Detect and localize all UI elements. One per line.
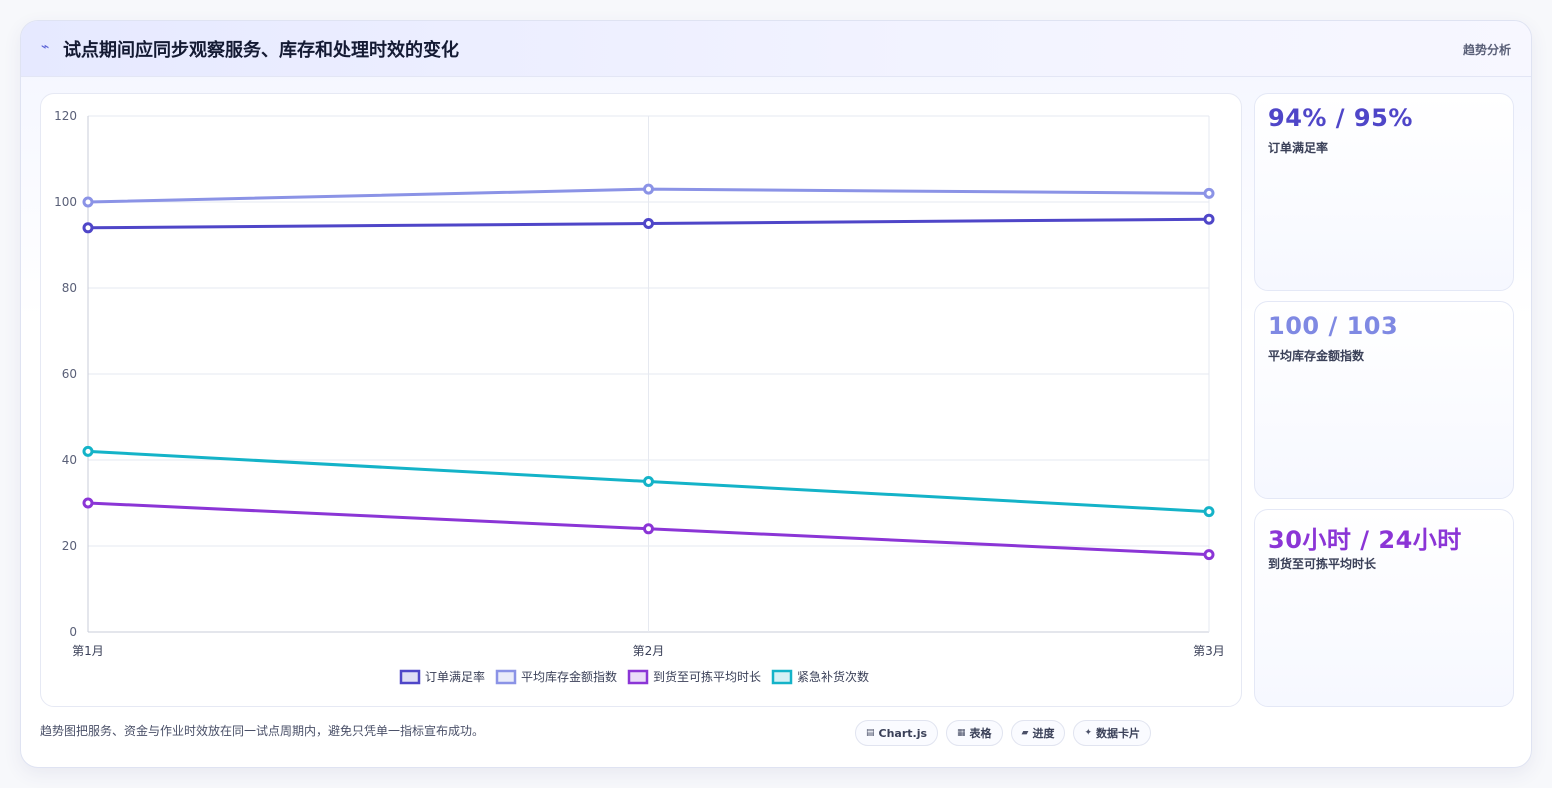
y-tick-label: 120 <box>54 109 77 123</box>
data-point <box>82 222 94 234</box>
legend-swatch <box>627 669 649 685</box>
y-tick-label: 80 <box>62 281 77 295</box>
stat-value: 100 / 103 <box>1268 312 1399 340</box>
data-point <box>643 183 654 195</box>
chip-chartjs[interactable]: ▤ Chart.js <box>855 720 939 746</box>
legend-label: 紧急补货次数 <box>797 669 869 684</box>
data-point <box>82 445 94 457</box>
data-point <box>643 476 654 487</box>
chip-data-card[interactable]: ✦ 数据卡片 <box>1073 720 1152 746</box>
chart-icon: ▤ <box>866 728 875 738</box>
trend-icon: ⌁ <box>41 39 50 55</box>
table-icon: ▦ <box>957 728 966 738</box>
stat-label: 平均库存金额指数 <box>1268 349 1365 363</box>
y-tick-label: 20 <box>62 539 77 553</box>
y-tick-label: 0 <box>69 625 77 639</box>
legend-swatch <box>495 669 517 685</box>
chip-progress[interactable]: ▰ 进度 <box>1010 720 1066 746</box>
stat-card-lead-time: 30小时 / 24小时 到货至可拣平均时长 <box>1254 509 1514 707</box>
panel-title: 试点期间应同步观察服务、库存和处理时效的变化 <box>63 40 459 61</box>
x-tick-label: 第1月 <box>72 644 104 658</box>
data-point <box>643 523 654 535</box>
x-tick-label: 第2月 <box>633 644 665 658</box>
x-tick-label: 第3月 <box>1193 644 1225 658</box>
data-point <box>1203 549 1215 561</box>
stat-value: 94% / 95% <box>1268 104 1413 132</box>
chip-label: 数据卡片 <box>1096 727 1141 740</box>
legend-swatch <box>399 669 421 685</box>
y-tick-label: 60 <box>62 367 77 381</box>
chip-label: 表格 <box>969 727 992 740</box>
sparkle-icon: ✦ <box>1084 728 1093 738</box>
progress-icon: ▰ <box>1021 728 1029 738</box>
stat-card-order-fill: 94% / 95% 订单满足率 <box>1254 93 1514 291</box>
footnote: 趋势图把服务、资金与作业时效放在同一试点周期内，避免只凭单一指标宣布成功。 <box>40 724 485 738</box>
chip-row: ▤ Chart.js ▦ 表格 ▰ 进度 ✦ 数据卡片 <box>855 720 1152 746</box>
chip-table[interactable]: ▦ 表格 <box>946 720 1003 746</box>
chart-card: 0 20 40 60 80 100 120 第1月 第2月 第3月订单满足率 平均库存金额指数 到货至… <box>40 93 1242 707</box>
stat-label: 订单满足率 <box>1268 141 1329 155</box>
legend-label: 平均库存金额指数 <box>521 669 617 684</box>
stat-card-inventory: 100 / 103 平均库存金额指数 <box>1254 301 1514 499</box>
legend-swatch <box>771 669 793 685</box>
stat-value: 30小时 / 24小时 <box>1268 526 1462 554</box>
chip-label: Chart.js <box>878 726 928 740</box>
legend-label: 订单满足率 <box>425 669 485 684</box>
data-point <box>82 196 94 208</box>
panel-header: ⌁ 试点期间应同步观察服务、库存和处理时效的变化 趋势分析 <box>21 21 1531 77</box>
data-point <box>82 497 94 509</box>
y-tick-label: 100 <box>54 195 77 209</box>
chip-label: 进度 <box>1032 727 1055 740</box>
data-point <box>1203 213 1215 225</box>
data-point <box>1203 187 1215 199</box>
stat-label: 到货至可拣平均时长 <box>1268 557 1377 571</box>
panel-tag: 趋势分析 <box>1462 43 1511 57</box>
trend-panel: ⌁ 试点期间应同步观察服务、库存和处理时效的变化 趋势分析 0 20 40 60 80 1… <box>20 20 1532 768</box>
legend-label: 到货至可拣平均时长 <box>653 669 761 684</box>
data-point <box>643 218 654 229</box>
y-tick-label: 40 <box>62 453 77 467</box>
data-point <box>1203 506 1215 518</box>
